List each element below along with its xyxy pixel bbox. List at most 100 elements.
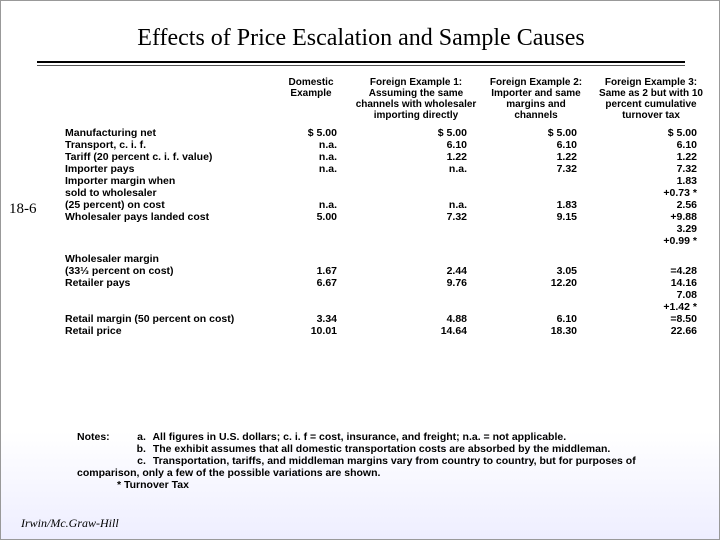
price-escalation-table: Domestic Example Foreign Example 1: Assu… bbox=[61, 77, 711, 337]
cell: =4.28 bbox=[591, 265, 711, 277]
row-label: Transport, c. i. f. bbox=[61, 139, 271, 151]
row-label: Retail margin (50 percent on cost) bbox=[61, 313, 271, 325]
cell bbox=[591, 253, 711, 265]
cell bbox=[481, 223, 591, 235]
table-row: Wholesaler margin bbox=[61, 253, 711, 265]
cell bbox=[481, 235, 591, 247]
cell: 3.34 bbox=[271, 313, 351, 325]
row-label: sold to wholesaler bbox=[61, 187, 271, 199]
table-row: Manufacturing net$ 5.00$ 5.00$ 5.00$ 5.0… bbox=[61, 127, 711, 139]
cell bbox=[481, 253, 591, 265]
table-row: +0.99 * bbox=[61, 235, 711, 247]
cell bbox=[271, 253, 351, 265]
cell: 9.15 bbox=[481, 211, 591, 223]
notes-prefix: Notes: bbox=[77, 431, 129, 443]
footer-credit: Irwin/Mc.Graw-Hill bbox=[21, 516, 119, 531]
row-label: (25 percent) on cost bbox=[61, 199, 271, 211]
cell: 7.32 bbox=[351, 211, 481, 223]
cell: 1.22 bbox=[351, 151, 481, 163]
row-label bbox=[61, 301, 271, 313]
table-row: Importer margin when1.83 bbox=[61, 175, 711, 187]
cell: $ 5.00 bbox=[271, 127, 351, 139]
cell: $ 5.00 bbox=[351, 127, 481, 139]
title-underline bbox=[37, 61, 685, 63]
col-foreign1: Foreign Example 1: Assuming the same cha… bbox=[351, 77, 481, 127]
cell: +0.99 * bbox=[591, 235, 711, 247]
col-label bbox=[61, 77, 271, 127]
cell: n.a. bbox=[271, 139, 351, 151]
row-label: Importer pays bbox=[61, 163, 271, 175]
cell: 6.10 bbox=[481, 139, 591, 151]
row-label: Importer margin when bbox=[61, 175, 271, 187]
cell: 12.20 bbox=[481, 277, 591, 289]
cell: 3.29 bbox=[591, 223, 711, 235]
cell bbox=[481, 175, 591, 187]
table-row: Wholesaler pays landed cost5.007.329.15+… bbox=[61, 211, 711, 223]
cell: n.a. bbox=[271, 151, 351, 163]
cell: 22.66 bbox=[591, 325, 711, 337]
cell: 5.00 bbox=[271, 211, 351, 223]
note-b-key: b. bbox=[132, 443, 146, 455]
row-label: Wholesaler margin bbox=[61, 253, 271, 265]
cell: 1.83 bbox=[481, 199, 591, 211]
slide-frame: Effects of Price Escalation and Sample C… bbox=[0, 0, 720, 540]
cell: +9.88 bbox=[591, 211, 711, 223]
cell bbox=[481, 301, 591, 313]
cell bbox=[271, 187, 351, 199]
cell: 1.67 bbox=[271, 265, 351, 277]
note-c-key: c. bbox=[132, 455, 146, 467]
cell: 4.88 bbox=[351, 313, 481, 325]
cell: 14.16 bbox=[591, 277, 711, 289]
table-row: Retailer pays6.679.7612.2014.16 bbox=[61, 277, 711, 289]
cell: 7.32 bbox=[591, 163, 711, 175]
cell bbox=[481, 187, 591, 199]
table-row: Importer paysn.a.n.a.7.327.32 bbox=[61, 163, 711, 175]
row-label: Retailer pays bbox=[61, 277, 271, 289]
note-a: All figures in U.S. dollars; c. i. f = c… bbox=[152, 431, 566, 443]
table-row: sold to wholesaler+0.73 * bbox=[61, 187, 711, 199]
note-a-key: a. bbox=[132, 431, 146, 443]
cell bbox=[271, 175, 351, 187]
cell bbox=[351, 253, 481, 265]
cell bbox=[481, 289, 591, 301]
cell: 7.08 bbox=[591, 289, 711, 301]
cell: 6.10 bbox=[351, 139, 481, 151]
row-label: Manufacturing net bbox=[61, 127, 271, 139]
cell: 6.67 bbox=[271, 277, 351, 289]
cell: $ 5.00 bbox=[481, 127, 591, 139]
row-label bbox=[61, 235, 271, 247]
title-underline-thin bbox=[37, 65, 685, 66]
cell: 6.10 bbox=[481, 313, 591, 325]
row-label bbox=[61, 223, 271, 235]
row-label bbox=[61, 289, 271, 301]
cell: $ 5.00 bbox=[591, 127, 711, 139]
cell: n.a. bbox=[271, 199, 351, 211]
col-domestic: Domestic Example bbox=[271, 77, 351, 127]
cell: 1.22 bbox=[481, 151, 591, 163]
cell bbox=[271, 223, 351, 235]
table-row: 3.29 bbox=[61, 223, 711, 235]
table-row: 7.08 bbox=[61, 289, 711, 301]
cell: 14.64 bbox=[351, 325, 481, 337]
row-label: Wholesaler pays landed cost bbox=[61, 211, 271, 223]
cell bbox=[351, 301, 481, 313]
cell bbox=[351, 289, 481, 301]
table-row: Transport, c. i. f.n.a.6.106.106.10 bbox=[61, 139, 711, 151]
cell bbox=[271, 235, 351, 247]
cell: n.a. bbox=[271, 163, 351, 175]
cell: 6.10 bbox=[591, 139, 711, 151]
row-label: (33⅓ percent on cost) bbox=[61, 265, 271, 277]
note-b: The exhibit assumes that all domestic tr… bbox=[153, 443, 610, 455]
cell: +1.42 * bbox=[591, 301, 711, 313]
row-label: Retail price bbox=[61, 325, 271, 337]
cell: 9.76 bbox=[351, 277, 481, 289]
table-row: Tariff (20 percent c. i. f. value)n.a.1.… bbox=[61, 151, 711, 163]
col-foreign3: Foreign Example 3: Same as 2 but with 10… bbox=[591, 77, 711, 127]
cell: n.a. bbox=[351, 163, 481, 175]
cell bbox=[351, 187, 481, 199]
slide-title: Effects of Price Escalation and Sample C… bbox=[1, 25, 720, 52]
table-row: (33⅓ percent on cost)1.672.443.05=4.28 bbox=[61, 265, 711, 277]
table-row: +1.42 * bbox=[61, 301, 711, 313]
cell: 1.22 bbox=[591, 151, 711, 163]
note-turnover: * Turnover Tax bbox=[117, 479, 697, 491]
